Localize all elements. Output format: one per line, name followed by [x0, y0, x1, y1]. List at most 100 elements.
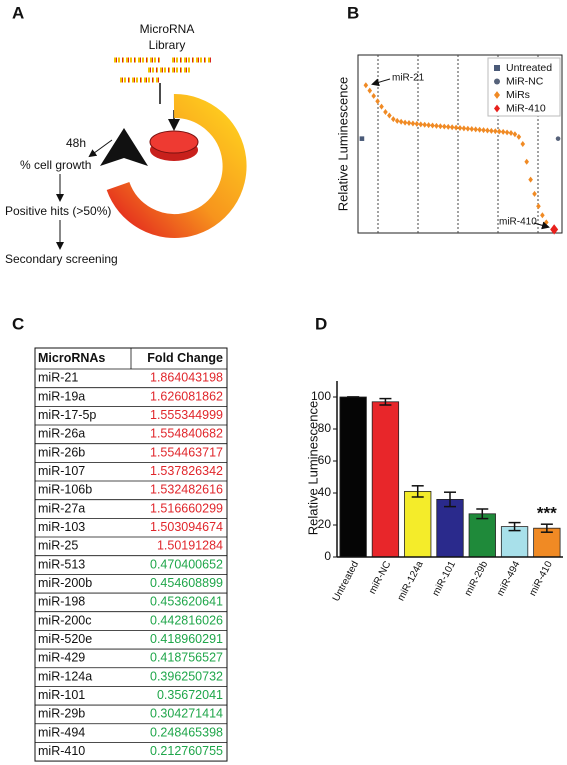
point [457, 124, 463, 131]
point [363, 82, 369, 89]
bar [404, 490, 432, 558]
x-tick-label: miR-NC [367, 559, 393, 596]
point [477, 126, 482, 133]
legend-label: MiRs [506, 89, 530, 101]
point [422, 121, 427, 128]
legend-label: MiR-410 [506, 102, 546, 114]
point [398, 118, 404, 125]
table-cell: miR-25 [38, 539, 78, 553]
y-tick-label: 0 [324, 549, 331, 563]
point [508, 129, 514, 136]
point [512, 131, 518, 138]
library-strips [114, 57, 212, 83]
table-cell: 0.470400652 [150, 557, 223, 571]
point [536, 203, 541, 210]
step: Positive hits (>50%) [5, 204, 111, 218]
point [379, 103, 384, 110]
point [371, 92, 376, 99]
point [387, 112, 392, 119]
table-cell: miR-200b [38, 576, 92, 590]
y-axis-label: Relative Luminescence [335, 77, 350, 211]
point [434, 122, 439, 129]
point [500, 128, 506, 135]
table-cell: 1.626081862 [150, 389, 223, 403]
table-cell: miR-26a [38, 427, 85, 441]
y-tick-label: 100 [311, 389, 331, 403]
error-bar [508, 521, 521, 532]
error-bar [444, 491, 456, 508]
point [496, 128, 502, 135]
table-cell: 0.418960291 [150, 632, 223, 646]
x-tick-label: miR-410 [527, 559, 555, 598]
table-cell: miR-410 [38, 744, 85, 758]
panel-label: C [12, 314, 24, 333]
table-cell: 0.454608899 [150, 576, 223, 590]
arrow [88, 139, 113, 158]
library-title: MicroRNA [140, 22, 195, 36]
error-bar [379, 397, 392, 406]
table-cell: 0.396250732 [150, 669, 223, 683]
panel-label: D [315, 314, 327, 333]
y-tick-label: 40 [318, 485, 332, 499]
point [445, 123, 451, 130]
legend-marker [494, 91, 500, 99]
annotation: miR-21 [392, 73, 425, 84]
table-cell: miR-17-5p [38, 408, 96, 422]
table-cell: 1.503094674 [150, 520, 223, 534]
point [485, 127, 490, 134]
bar [436, 498, 464, 558]
table-cell: miR-29b [38, 707, 85, 721]
panel-label: A [12, 3, 24, 22]
table-cell: 0.442816026 [150, 613, 223, 627]
table-cell: 1.532482616 [150, 483, 223, 497]
table-cell: miR-520e [38, 632, 92, 646]
table-cell: miR-21 [38, 371, 78, 385]
step: % cell growth [20, 158, 91, 172]
table-cell: 0.212760755 [150, 744, 223, 758]
bar [371, 401, 400, 558]
point [469, 126, 475, 133]
point [489, 127, 494, 134]
annotation: miR-410 [499, 217, 537, 228]
x-tick-label: miR-29b [463, 559, 491, 598]
error-bar [540, 523, 553, 533]
x-tick-label: miR-124a [396, 559, 426, 603]
table-cell: 0.304271414 [150, 707, 223, 721]
point [414, 120, 420, 127]
error-bar [476, 508, 489, 520]
table-cell: miR-103 [38, 520, 85, 534]
table-cell: 1.554463717 [150, 445, 223, 459]
point [391, 116, 396, 123]
table-cell: miR-101 [38, 688, 85, 702]
table-cell: 1.864043198 [150, 371, 223, 385]
table-cell: miR-200c [38, 613, 92, 627]
table-cell: miR-124a [38, 669, 92, 683]
point [394, 117, 400, 124]
point [550, 224, 559, 235]
point [540, 212, 545, 219]
point [473, 126, 478, 133]
point [555, 136, 561, 141]
legend-label: Untreated [506, 62, 552, 74]
point [438, 123, 443, 130]
legend-marker [494, 78, 500, 85]
point [418, 121, 424, 128]
legend-label: MiR-NC [506, 75, 544, 87]
annotation: *** [537, 504, 557, 523]
table-cell: miR-429 [38, 651, 85, 665]
table-cell: 0.248465398 [150, 725, 223, 739]
point [481, 127, 486, 134]
x-tick-label: Untreated [331, 559, 361, 603]
x-tick-label: miR-101 [431, 559, 459, 598]
point [504, 129, 510, 136]
time-ring [106, 93, 247, 238]
plate [149, 130, 199, 154]
point [402, 119, 408, 126]
y-tick-label: 60 [318, 453, 332, 467]
table-cell: 0.35672041 [157, 688, 223, 702]
table-cell: 0.453620641 [150, 595, 223, 609]
table-cell: 1.555344999 [150, 408, 223, 422]
y-tick-label: 80 [318, 421, 332, 435]
table-cell: miR-26b [38, 445, 85, 459]
table-cell: 1.554840682 [150, 427, 223, 441]
